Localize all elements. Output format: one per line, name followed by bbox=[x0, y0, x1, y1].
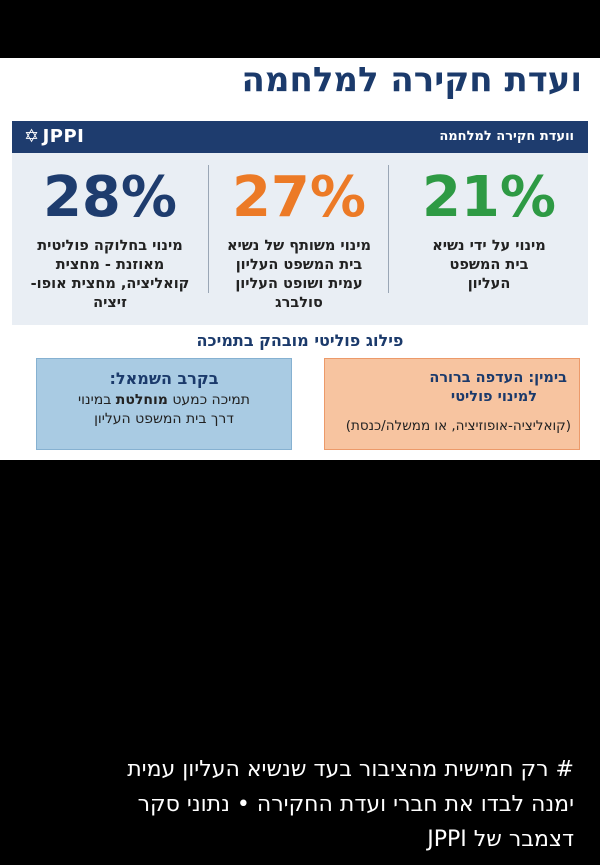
stat-desc-line: בית המשפט העליון bbox=[235, 257, 363, 273]
stat-description: מינוי על ידי נשיא בית המשפט העליון bbox=[390, 237, 588, 294]
right-wing-box: בימין: העדפה ברורה למינוי פוליטי (קואליצ… bbox=[324, 358, 580, 450]
stat-desc-line: עמית ושופט העליון bbox=[235, 276, 363, 292]
stat-value: 27% bbox=[231, 165, 367, 230]
stat-value: 21% bbox=[421, 165, 557, 230]
divider bbox=[388, 165, 389, 293]
left-box-text: תמיכה כמעט bbox=[167, 392, 250, 408]
headline: ועדת חקירה למלחמה bbox=[241, 60, 583, 100]
stat-supreme-court-president: 21% מינוי על ידי נשיא בית המשפט העליון bbox=[390, 153, 588, 325]
stat-desc-line: בית המשפט bbox=[449, 257, 529, 273]
caption-line: # רק חמישית מהציבור בעד שנשיא העליון עמי… bbox=[127, 757, 574, 782]
jppi-logo: ✡ JPPI bbox=[24, 126, 84, 147]
star-of-david-icon: ✡ bbox=[24, 126, 40, 147]
post-caption: # רק חמישית מהציבור בעד שנשיא העליון עמי… bbox=[20, 752, 574, 857]
stat-desc-line: מינוי משותף של נשיא bbox=[226, 238, 372, 254]
stat-desc-line: מינוי על ידי נשיא bbox=[432, 238, 546, 254]
right-box-line2: למינוי פוליטי bbox=[450, 389, 537, 405]
banner-title: וועדת חקירה למלחמה bbox=[439, 129, 574, 144]
left-box-title: בקרב השמאל: bbox=[109, 369, 219, 388]
banner: ✡ JPPI וועדת חקירה למלחמה bbox=[12, 121, 588, 153]
stat-value: 28% bbox=[42, 165, 178, 230]
stats-panel: 21% מינוי על ידי נשיא בית המשפט העליון 2… bbox=[12, 153, 588, 325]
stat-desc-line: סולברג bbox=[275, 295, 323, 311]
stat-desc-line: קואליציה, מחצית אופו- bbox=[30, 276, 190, 292]
left-box-text: במינוי bbox=[78, 392, 116, 408]
right-box-line3: (קואליציה-אופוזיציה, או ממשלה/כנסת) bbox=[345, 418, 571, 434]
stat-political-split: 28% מינוי בחלוקה פוליטית מאוזנת - מחצית … bbox=[12, 153, 208, 325]
infographic-card: ועדת חקירה למלחמה ✡ JPPI וועדת חקירה למל… bbox=[0, 58, 600, 460]
stat-desc-line: זיציה bbox=[93, 295, 127, 311]
split-title: פילוג פוליטי מובהק בתמיכה bbox=[196, 331, 404, 350]
divider bbox=[208, 165, 209, 293]
left-wing-box: בקרב השמאל: תמיכה כמעט מוחלטת במינוי דרך… bbox=[36, 358, 292, 450]
stat-joint-appointment: 27% מינוי משותף של נשיא בית המשפט העליון… bbox=[210, 153, 388, 325]
stat-desc-line: העליון bbox=[467, 276, 511, 292]
right-box-line1: בימין: העדפה ברורה bbox=[429, 370, 567, 386]
caption-line: דצמבר של JPPI bbox=[427, 827, 574, 852]
stat-desc-line: מינוי בחלוקה פוליטית bbox=[37, 238, 183, 254]
left-box-bold: מוחלטת bbox=[115, 392, 168, 408]
left-box-line2: תמיכה כמעט מוחלטת במינוי bbox=[37, 391, 291, 410]
stat-description: מינוי משותף של נשיא בית המשפט העליון עמי… bbox=[210, 237, 388, 313]
political-split-section: פילוג פוליטי מובהק בתמיכה בימין: העדפה ב… bbox=[12, 325, 588, 460]
stat-description: מינוי בחלוקה פוליטית מאוזנת - מחצית קואל… bbox=[12, 237, 208, 313]
logo-text: JPPI bbox=[42, 126, 85, 147]
caption-line: ימנה לבדו את חברי ועדת החקירה • נתוני סק… bbox=[137, 792, 574, 817]
left-box-line3: דרך בית המשפט העליון bbox=[94, 411, 234, 427]
stat-desc-line: מאוזנת - מחצית bbox=[55, 257, 165, 273]
